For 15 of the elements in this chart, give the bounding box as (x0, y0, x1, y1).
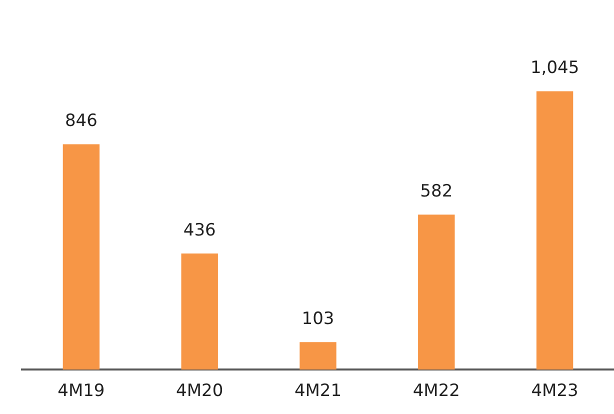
bar (418, 214, 455, 370)
x-tick-label: 4M20 (176, 381, 224, 402)
bar (62, 144, 100, 370)
data-label: 436 (183, 220, 216, 240)
bar (181, 253, 218, 370)
data-label: 582 (420, 182, 453, 202)
data-label: 1,045 (530, 58, 580, 78)
bar (536, 91, 574, 370)
x-tick-label: 4M21 (294, 381, 342, 402)
data-label: 846 (64, 111, 98, 132)
x-tick-label: 4M23 (531, 381, 578, 402)
bar (300, 342, 336, 370)
x-tick-label: 4M22 (412, 381, 460, 402)
data-label: 103 (302, 309, 334, 330)
x-tick-label: 4M19 (58, 381, 105, 402)
